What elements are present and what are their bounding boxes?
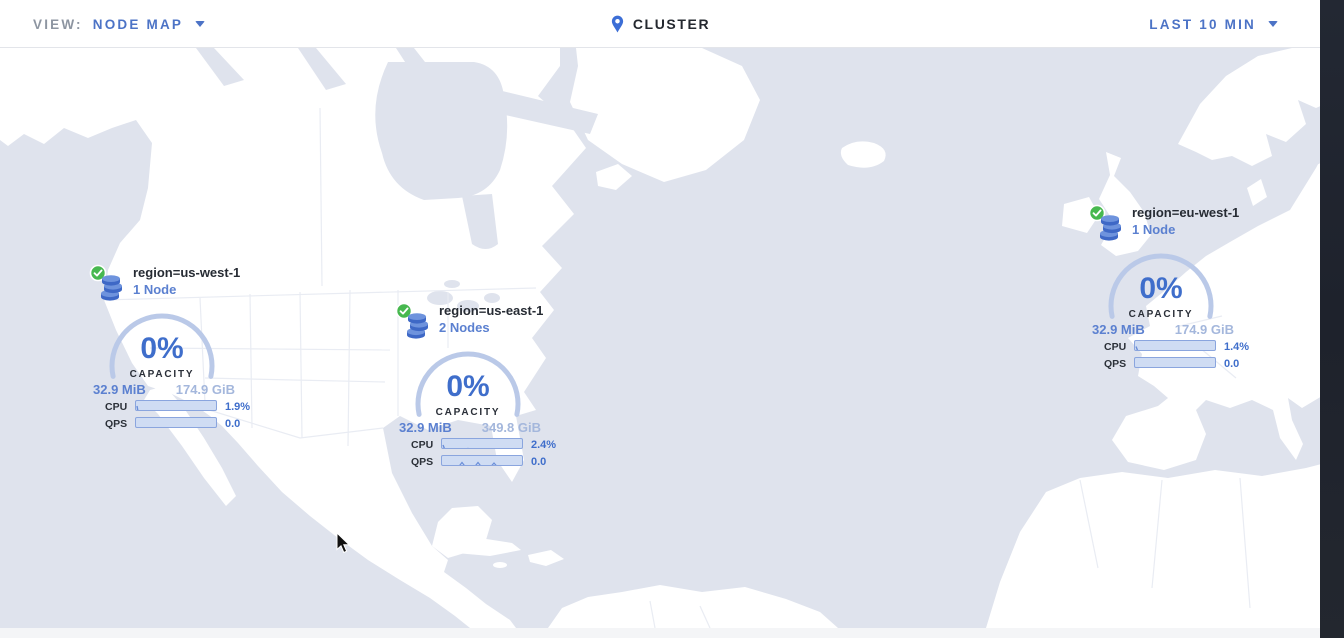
landmass-europe — [1112, 160, 1320, 470]
landmass-cuba — [448, 538, 521, 556]
database-icon — [101, 275, 122, 301]
caret-down-icon — [195, 21, 206, 27]
cpu-label: CPU — [1104, 341, 1127, 353]
landmass-south-america — [548, 585, 838, 628]
gauge-arc — [109, 313, 215, 379]
capacity-label: CAPACITY — [435, 407, 501, 418]
great-lake-1 — [427, 291, 453, 305]
qps-sparkline — [135, 417, 217, 428]
cpu-value: 2.4% — [531, 439, 557, 451]
node-count: 1 Node — [1132, 222, 1176, 237]
breadcrumb-cluster: CLUSTER — [632, 16, 711, 32]
capacity-label: CAPACITY — [129, 369, 195, 380]
great-lake-4 — [444, 280, 460, 288]
time-range-dropdown[interactable]: LAST 10 MIN — [1149, 0, 1278, 48]
world-map — [0, 48, 1320, 628]
capacity-gauge: 0% CAPACITY — [89, 306, 235, 430]
capacity-gauge: 0% CAPACITY — [1088, 246, 1234, 370]
hudson-strait — [492, 90, 598, 134]
qps-value: 0.0 — [225, 418, 241, 430]
landmass-ireland — [1062, 197, 1099, 233]
region-marker-eu-west-1[interactable]: region=eu-west-1 1 Node 0% CAPACITY 32.9… — [1088, 204, 1249, 374]
country-state-borders — [103, 107, 1251, 628]
arctic-channel-1 — [196, 48, 244, 86]
time-range-value: LAST 10 MIN — [1149, 16, 1256, 32]
check-icon — [395, 302, 413, 320]
great-lake-3 — [484, 293, 500, 303]
arctic-channel-3 — [396, 48, 436, 82]
capacity-percent: 0% — [1139, 272, 1183, 305]
view-label: VIEW: — [33, 16, 83, 32]
view-dropdown[interactable]: VIEW: NODE MAP — [33, 0, 206, 48]
capacity-total: 174.9 GiB — [175, 382, 235, 397]
capacity-percent: 0% — [446, 370, 490, 403]
qps-label: QPS — [1104, 358, 1127, 370]
capacity-percent: 0% — [140, 332, 184, 365]
landmass-baja — [144, 386, 236, 506]
capacity-total: 349.8 GiB — [481, 420, 541, 435]
toolbar: VIEW: NODE MAP CLUSTER LAST 10 MIN — [0, 0, 1320, 48]
region-label: region=us-east-1 — [439, 303, 544, 318]
cpu-value: 1.4% — [1224, 341, 1250, 353]
great-lake-2 — [457, 300, 479, 312]
qps-value: 0.0 — [531, 456, 547, 468]
capacity-total: 174.9 GiB — [1174, 322, 1234, 337]
gauge-arc — [415, 351, 521, 417]
node-count: 2 Nodes — [439, 320, 490, 335]
landmass-greenland — [570, 48, 760, 182]
arctic-channel-2 — [298, 48, 346, 90]
qps-sparkline — [441, 455, 523, 466]
qps-label: QPS — [411, 456, 434, 468]
landmass-hispaniola — [528, 550, 564, 566]
landmass-newfoundland — [596, 164, 632, 190]
database-icon — [407, 313, 428, 339]
cpu-label: CPU — [411, 439, 434, 451]
capacity-gauge: 0% CAPACITY — [395, 344, 541, 468]
region-marker-us-west-1[interactable]: region=us-west-1 1 Node 0% CAPACITY 32.9… — [89, 264, 250, 434]
caret-down-icon — [1268, 21, 1278, 27]
world-map-svg — [0, 48, 1320, 628]
baltic-sea — [1288, 120, 1320, 174]
region-marker-us-east-1[interactable]: region=us-east-1 2 Nodes 0% CAPACITY 32.… — [395, 302, 556, 472]
database-icon — [1100, 215, 1121, 241]
check-icon — [1088, 204, 1106, 222]
location-pin-icon — [611, 15, 623, 33]
region-label: region=us-west-1 — [133, 265, 241, 280]
page-bottom-gutter — [0, 628, 1320, 638]
capacity-used: 32.9 MiB — [93, 382, 146, 397]
node-count: 1 Node — [133, 282, 177, 297]
cpu-value: 1.9% — [225, 401, 251, 413]
james-bay — [462, 194, 498, 249]
landmass-iceland — [840, 141, 886, 168]
landmass-jamaica — [493, 562, 507, 568]
qps-value: 0.0 — [1224, 358, 1240, 370]
cpu-sparkline — [135, 400, 217, 411]
check-icon — [89, 264, 107, 282]
landmass-denmark — [1247, 179, 1267, 206]
hudson-bay — [375, 62, 508, 200]
region-label: region=eu-west-1 — [1132, 205, 1240, 220]
landmass-scandinavia — [1178, 48, 1320, 166]
cpu-sparkline — [1134, 340, 1216, 351]
mouse-cursor-icon — [336, 532, 350, 554]
qps-sparkline — [1134, 357, 1216, 368]
view-value: NODE MAP — [92, 16, 184, 32]
landmass-africa — [986, 464, 1320, 628]
capacity-used: 32.9 MiB — [399, 420, 452, 435]
cpu-sparkline — [441, 438, 523, 449]
capacity-label: CAPACITY — [1128, 309, 1194, 320]
capacity-used: 32.9 MiB — [1092, 322, 1145, 337]
gauge-arc — [1108, 253, 1214, 319]
qps-label: QPS — [105, 418, 128, 430]
cpu-label: CPU — [105, 401, 128, 413]
background-window-edge — [1320, 0, 1344, 638]
